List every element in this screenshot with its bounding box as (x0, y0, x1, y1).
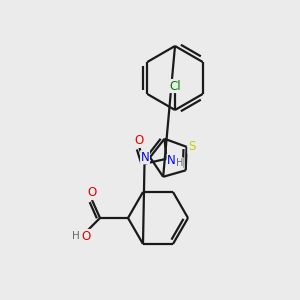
Text: O: O (135, 134, 144, 147)
Text: S: S (188, 140, 195, 153)
Text: N: N (167, 154, 176, 167)
Text: Cl: Cl (169, 80, 181, 92)
Text: H: H (176, 158, 183, 168)
Text: O: O (87, 187, 97, 200)
Text: N: N (141, 151, 149, 164)
Text: H: H (72, 231, 80, 241)
Text: O: O (81, 230, 91, 242)
